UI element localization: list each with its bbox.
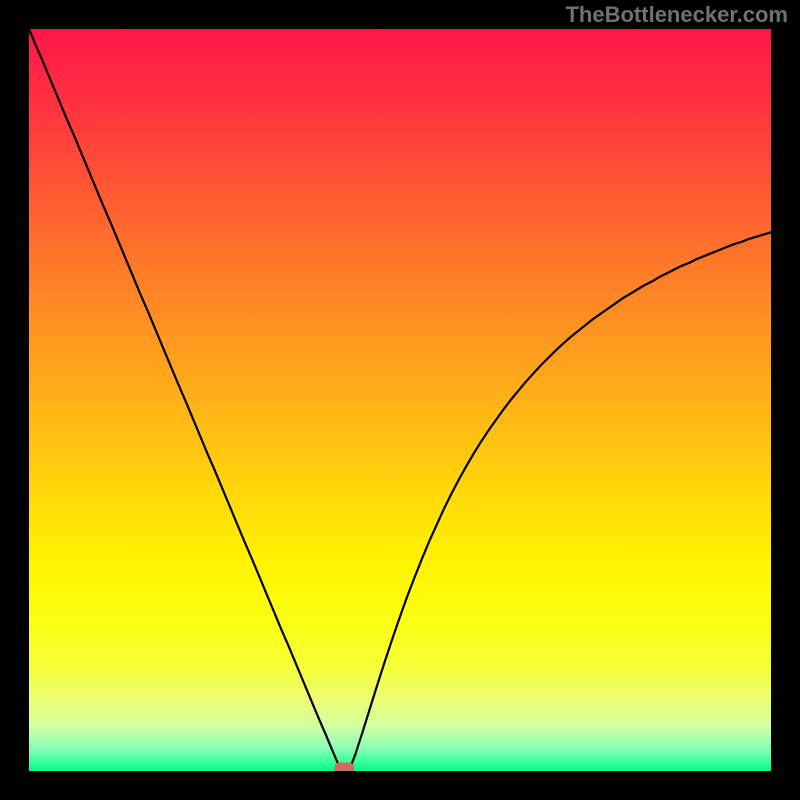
optimum-marker (334, 763, 354, 771)
watermark-text: TheBottlenecker.com (565, 2, 788, 28)
chart-container: TheBottlenecker.com (0, 0, 800, 800)
plot-area (29, 29, 771, 771)
gradient-background (29, 29, 771, 771)
